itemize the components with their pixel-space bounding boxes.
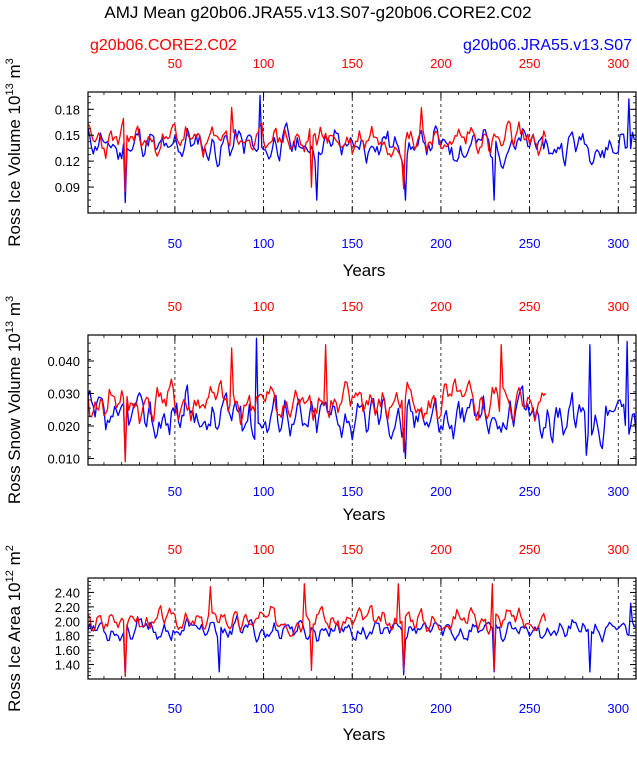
x-axis-label: Years [343, 505, 386, 524]
series-core2-line [88, 344, 547, 463]
xtick-label-top: 50 [168, 299, 182, 314]
xtick-label-bottom: 250 [519, 236, 541, 251]
ytick-label: 1.40 [55, 658, 80, 673]
panel-snow: 0.010 0.020 0.030 0.040 50 50 100 100 150 150 200 2… [4, 296, 637, 524]
ytick-label: 0.040 [47, 354, 80, 369]
series-core2-line [88, 583, 547, 677]
xtick-label-bottom: 250 [519, 484, 541, 499]
xtick-label-bottom: 150 [341, 484, 363, 499]
legend-core2: g20b06.CORE2.C02 [90, 37, 237, 54]
ytick-label: 2.40 [55, 585, 80, 600]
legend-jra55: g20b06.JRA55.v13.S07 [463, 37, 632, 54]
ytick-label: 1.80 [55, 629, 80, 644]
xtick-label-top: 250 [519, 299, 541, 314]
xtick-label-bottom: 250 [519, 701, 541, 716]
ytick-label: 0.15 [55, 128, 80, 143]
xtick-label-top: 50 [168, 542, 182, 557]
xtick-label-top: 150 [341, 542, 363, 557]
xtick-label-top: 100 [253, 542, 275, 557]
xtick-label-top: 300 [607, 542, 629, 557]
xtick-label-top: 100 [253, 299, 275, 314]
xtick-label-top: 100 [253, 56, 275, 71]
plot-frame [87, 91, 637, 214]
xtick-label-bottom: 50 [168, 701, 182, 716]
xtick-label-bottom: 300 [607, 236, 629, 251]
panel-volume: 0.09 0.12 0.15 0.18 50 50 100 100 150 150 200 200 25… [4, 56, 637, 280]
xtick-label-bottom: 200 [430, 701, 452, 716]
xtick-label-bottom: 300 [607, 484, 629, 499]
xtick-label-top: 150 [341, 299, 363, 314]
xtick-label-bottom: 150 [341, 236, 363, 251]
series-jra55-line [88, 602, 636, 677]
ytick-label: 2.20 [55, 600, 80, 615]
ytick-label: 0.18 [55, 102, 80, 117]
xtick-label-bottom: 100 [253, 484, 275, 499]
chart-title: AMJ Mean g20b06.JRA55.v13.S07-g20b06.COR… [104, 3, 531, 22]
xtick-label-bottom: 100 [253, 701, 275, 716]
xtick-label-top: 300 [607, 56, 629, 71]
xtick-label-top: 200 [430, 56, 452, 71]
series-jra55-line [88, 94, 636, 204]
xtick-label-top: 250 [519, 542, 541, 557]
ytick-label: 1.60 [55, 643, 80, 658]
y-axis-label: Ross Ice Volume 1013 m3 [4, 58, 24, 246]
series-core2-line [88, 106, 547, 193]
x-axis-label: Years [343, 261, 386, 280]
ytick-label: 0.09 [55, 180, 80, 195]
xtick-label-top: 200 [430, 299, 452, 314]
ytick-label: 0.010 [47, 452, 80, 467]
y-axis-label: Ross Snow Volume 1013 m3 [4, 296, 24, 504]
ytick-label: 0.12 [55, 154, 80, 169]
panels: 0.09 0.12 0.15 0.18 50 50 100 100 150 150 200 200 25… [4, 56, 637, 744]
xtick-label-bottom: 200 [430, 484, 452, 499]
xtick-label-top: 150 [341, 56, 363, 71]
xtick-label-top: 200 [430, 542, 452, 557]
xtick-label-bottom: 300 [607, 701, 629, 716]
xtick-label-top: 50 [168, 56, 182, 71]
xtick-label-bottom: 200 [430, 236, 452, 251]
xtick-label-bottom: 50 [168, 484, 182, 499]
ytick-label: 0.030 [47, 387, 80, 402]
ytick-label: 2.00 [55, 614, 80, 629]
x-axis-label: Years [343, 725, 386, 744]
ytick-label: 0.020 [47, 419, 80, 434]
xtick-label-top: 300 [607, 299, 629, 314]
xtick-label-bottom: 150 [341, 701, 363, 716]
y-axis-label: Ross Ice Area 1012 m2 [4, 545, 24, 712]
xtick-label-top: 250 [519, 56, 541, 71]
panel-area: 1.401.601.802.002.202.40 50 50 100 100 150 150… [4, 542, 637, 744]
xtick-label-bottom: 100 [253, 236, 275, 251]
xtick-label-bottom: 50 [168, 236, 182, 251]
